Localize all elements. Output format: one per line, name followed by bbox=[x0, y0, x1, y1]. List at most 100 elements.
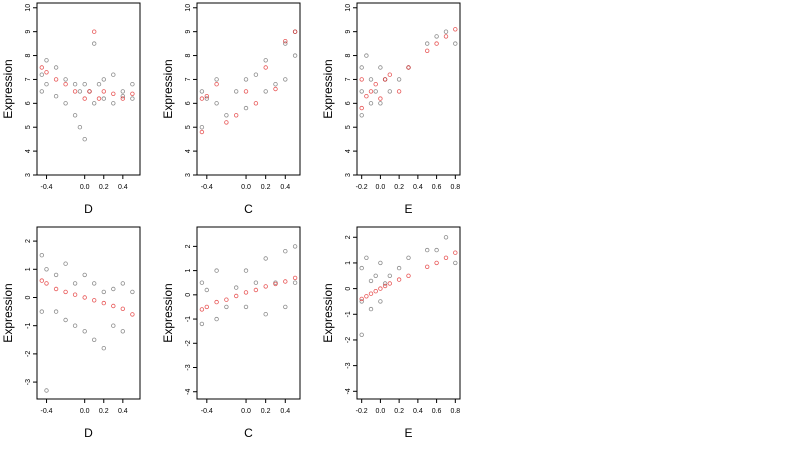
observed-point bbox=[63, 77, 68, 82]
observed-point bbox=[199, 89, 205, 94]
observed-point bbox=[292, 53, 298, 58]
observed-point bbox=[263, 89, 268, 94]
observed-point bbox=[396, 77, 402, 82]
observed-point bbox=[96, 81, 102, 87]
observed-point bbox=[82, 136, 87, 142]
chart-panel-1: 3 4 5 6 7 8 9 10 -0.4 0.0 0.2 0.4 D Expression bbox=[1, 2, 141, 216]
x-tick-label: -0.4 bbox=[41, 184, 53, 191]
x-tick-label: 0.4 bbox=[118, 408, 128, 415]
plot-frame bbox=[356, 2, 461, 176]
fitted-point bbox=[233, 293, 239, 299]
observed-point bbox=[91, 337, 97, 342]
y-tick-label: -2 bbox=[185, 340, 192, 346]
observed-point bbox=[44, 267, 49, 272]
fitted-point bbox=[283, 279, 288, 284]
observed-point bbox=[130, 289, 135, 295]
fitted-point bbox=[387, 281, 392, 286]
observed-series bbox=[359, 29, 458, 118]
x-tick-label: 0.8 bbox=[450, 184, 460, 191]
observed-point bbox=[359, 89, 364, 94]
x-axis-label: E bbox=[404, 202, 412, 216]
observed-point bbox=[72, 281, 78, 286]
observed-point bbox=[39, 309, 44, 314]
observed-series bbox=[39, 41, 135, 142]
observed-point bbox=[364, 255, 369, 260]
y-tick-label: 2 bbox=[25, 239, 32, 243]
fitted-series bbox=[359, 27, 458, 111]
chart-panel-4: -3 -2 -1 0 1 2 -0.4 0.0 0.2 0.4 D Expression bbox=[1, 226, 141, 440]
fitted-point bbox=[199, 96, 205, 101]
fitted-point bbox=[53, 77, 59, 82]
observed-point bbox=[382, 281, 388, 286]
observed-point bbox=[364, 53, 369, 58]
x-tick-label: 0.2 bbox=[99, 408, 109, 415]
chart-panel-6: -4 -3 -2 -1 0 1 2 -0.2 0.0 0.2 0.4 0.6 0.8 E Expressio… bbox=[321, 226, 461, 440]
observed-point bbox=[443, 235, 449, 240]
fitted-point bbox=[44, 281, 49, 286]
y-axis-label: Expression bbox=[321, 283, 335, 342]
observed-point bbox=[72, 113, 78, 118]
x-tick-label: 0.2 bbox=[261, 184, 271, 191]
y-tick-label: 5 bbox=[25, 125, 32, 129]
fitted-point bbox=[87, 89, 92, 94]
fitted-point bbox=[111, 303, 116, 309]
observed-point bbox=[387, 273, 392, 278]
fitted-point bbox=[101, 300, 106, 306]
fitted-point bbox=[120, 96, 125, 101]
observed-point bbox=[263, 58, 268, 63]
fitted-point bbox=[204, 93, 209, 99]
observed-point bbox=[120, 281, 125, 286]
x-tick-label: 0.0 bbox=[376, 184, 386, 191]
fitted-point bbox=[292, 275, 298, 281]
fitted-point bbox=[359, 105, 364, 111]
y-tick-label: 5 bbox=[345, 125, 352, 129]
observed-series bbox=[359, 235, 458, 337]
x-tick-label: -0.4 bbox=[201, 408, 213, 415]
observed-point bbox=[82, 329, 87, 334]
observed-point bbox=[199, 280, 205, 285]
observed-point bbox=[77, 124, 83, 130]
fitted-point bbox=[96, 96, 102, 101]
observed-point bbox=[378, 65, 383, 70]
x-tick-label: 0.0 bbox=[241, 408, 251, 415]
y-tick-label: 9 bbox=[345, 30, 352, 34]
fitted-point bbox=[273, 86, 278, 92]
observed-point bbox=[82, 272, 87, 278]
y-tick-label: 0 bbox=[345, 287, 352, 291]
observed-point bbox=[396, 265, 402, 271]
y-tick-label: 10 bbox=[25, 4, 32, 12]
fitted-point bbox=[243, 89, 249, 94]
observed-point bbox=[263, 256, 268, 261]
observed-point bbox=[243, 268, 249, 273]
y-tick-label: -3 bbox=[25, 379, 32, 385]
y-tick-label: -1 bbox=[185, 316, 192, 322]
observed-point bbox=[101, 77, 106, 82]
y-tick-label: 8 bbox=[185, 54, 192, 58]
fitted-point bbox=[453, 27, 458, 32]
fitted-point bbox=[72, 292, 78, 297]
fitted-point bbox=[233, 113, 239, 118]
observed-point bbox=[283, 304, 288, 310]
observed-point bbox=[39, 89, 44, 94]
y-tick-label: -1 bbox=[25, 322, 32, 328]
observed-point bbox=[243, 304, 249, 310]
x-tick-label: 0.4 bbox=[280, 408, 290, 415]
observed-point bbox=[368, 306, 374, 312]
observed-point bbox=[283, 248, 288, 254]
observed-point bbox=[111, 72, 116, 77]
fitted-series bbox=[199, 275, 298, 312]
observed-point bbox=[214, 316, 219, 322]
fitted-point bbox=[91, 29, 97, 34]
x-tick-label: 0.0 bbox=[80, 408, 90, 415]
fitted-point bbox=[359, 77, 364, 82]
y-tick-label: 4 bbox=[345, 149, 352, 153]
fitted-point bbox=[425, 48, 430, 53]
y-tick-label: 6 bbox=[185, 101, 192, 105]
y-axis-label: Expression bbox=[161, 59, 175, 118]
observed-point bbox=[91, 101, 97, 106]
x-tick-label: 0.4 bbox=[413, 184, 423, 191]
fitted-point bbox=[72, 89, 78, 94]
y-tick-label: 2 bbox=[345, 235, 352, 239]
y-tick-label: 0 bbox=[25, 295, 32, 299]
observed-series bbox=[199, 29, 298, 130]
